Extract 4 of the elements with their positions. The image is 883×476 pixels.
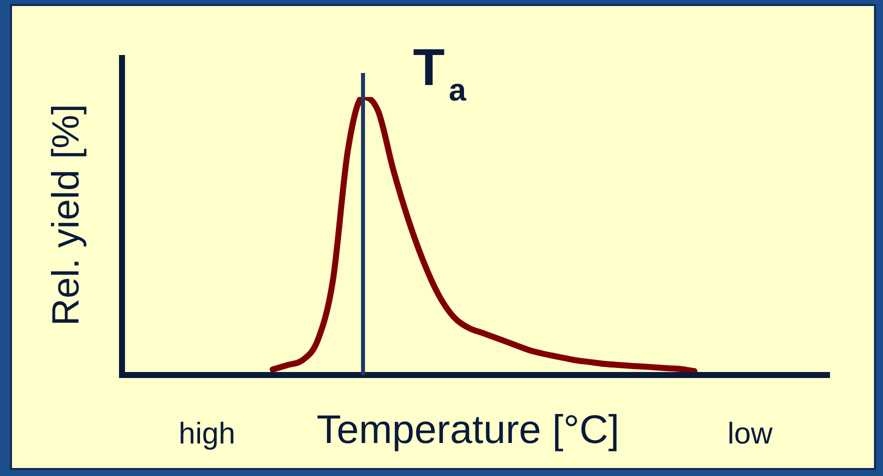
text: high: [178, 417, 236, 450]
text: low: [727, 417, 773, 450]
x-axis-title: Temperature [°C]: [316, 408, 620, 452]
y-axis-title: Rel. yield [%]: [45, 104, 88, 326]
